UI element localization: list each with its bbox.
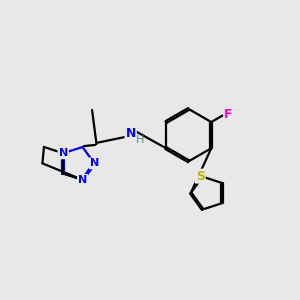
Text: F: F	[224, 107, 233, 121]
Text: H: H	[136, 135, 144, 145]
Text: N: N	[58, 148, 68, 158]
Text: N: N	[78, 175, 87, 185]
Text: N: N	[90, 158, 99, 168]
Text: N: N	[58, 148, 68, 158]
Text: N: N	[125, 127, 136, 140]
Text: S: S	[196, 169, 205, 183]
